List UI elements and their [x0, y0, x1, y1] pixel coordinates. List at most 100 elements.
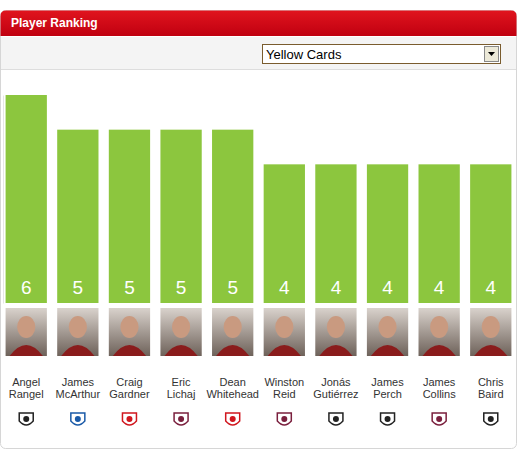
- photo-shirt: [10, 345, 43, 356]
- chart: Player RankingYellow Cards6555544444Ange…: [0, 0, 523, 450]
- category-label-line: Eric: [172, 376, 191, 388]
- category-label-line: James: [371, 376, 404, 388]
- photo-bg: [470, 308, 511, 356]
- photo-bg: [109, 308, 150, 356]
- bar: [6, 95, 47, 303]
- category-label-line: Perch: [373, 388, 402, 400]
- photo: [367, 308, 408, 356]
- category-label-line: Gardner: [109, 388, 150, 400]
- bars: [6, 95, 512, 303]
- names: AngelRangel JamesMcArthur CraigGardner Eric…: [9, 376, 504, 400]
- photo-face: [17, 316, 35, 338]
- photo-shirt: [216, 345, 249, 356]
- photo: [109, 308, 150, 356]
- badge: [432, 413, 446, 425]
- category-label: DeanWhitehead: [206, 376, 259, 400]
- badge: [484, 413, 498, 425]
- photo: [419, 308, 460, 356]
- photo-face: [327, 316, 345, 338]
- photo-bg: [212, 308, 253, 356]
- category-label-line: James: [423, 376, 456, 388]
- badge-mark: [23, 416, 29, 422]
- photo-bg: [315, 308, 356, 356]
- data-label: 4: [331, 277, 342, 298]
- data-label: 4: [434, 277, 445, 298]
- photo-shirt: [319, 345, 352, 356]
- photo-face: [172, 316, 190, 338]
- photo: [470, 308, 511, 356]
- badge-shield: [432, 413, 446, 425]
- badge-shield: [329, 413, 343, 425]
- dropdown-box[interactable]: [263, 45, 501, 64]
- badge: [381, 413, 395, 425]
- category-label-line: Craig: [116, 376, 142, 388]
- category-label-line: Whitehead: [206, 388, 259, 400]
- bar: [264, 164, 305, 303]
- dropdown[interactable]: Yellow Cards: [263, 45, 501, 64]
- category-label-line: Lichaj: [167, 388, 196, 400]
- photo-bg: [6, 308, 47, 356]
- category-label-line: Chris: [478, 376, 504, 388]
- category-label-line: Collins: [423, 388, 457, 400]
- photo-face: [120, 316, 138, 338]
- dropdown-arrow[interactable]: [488, 52, 495, 56]
- photo-bg: [160, 308, 201, 356]
- badge-shield: [19, 413, 33, 425]
- category-label-line: Angel: [12, 376, 40, 388]
- badge: [122, 413, 136, 425]
- toolbar: [1, 37, 516, 69]
- badge: [174, 413, 188, 425]
- badge-shield: [484, 413, 498, 425]
- badge-mark: [436, 416, 442, 422]
- photo-bg: [57, 308, 98, 356]
- category-label: JamesMcArthur: [56, 376, 101, 400]
- photo-face: [275, 316, 293, 338]
- badge-shield: [71, 413, 85, 425]
- badge: [277, 413, 291, 425]
- category-label-line: Dean: [220, 376, 246, 388]
- photo: [212, 308, 253, 356]
- category-label: JamesCollins: [423, 376, 457, 400]
- badge: [226, 413, 240, 425]
- data-label: 4: [382, 277, 393, 298]
- data-labels: 6555544444: [21, 277, 497, 298]
- photo-face: [482, 316, 500, 338]
- title: Player Ranking: [11, 16, 98, 30]
- photo-face: [430, 316, 448, 338]
- category-label-line: James: [62, 376, 95, 388]
- category-label: AngelRangel: [9, 376, 44, 400]
- photo: [160, 308, 201, 356]
- bar: [160, 130, 201, 303]
- badge-shield: [174, 413, 188, 425]
- photo-bg: [367, 308, 408, 356]
- category-label: CraigGardner: [109, 376, 150, 400]
- badge-mark: [75, 416, 81, 422]
- data-label: 6: [21, 277, 32, 298]
- badge-mark: [385, 416, 391, 422]
- toolbar-border: [1, 69, 516, 70]
- photo-bg: [419, 308, 460, 356]
- photo-shirt: [113, 345, 146, 356]
- panel: [1, 11, 517, 449]
- bar: [315, 164, 356, 303]
- category-label-line: Rangel: [9, 388, 44, 400]
- category-label: ChrisBaird: [478, 376, 504, 400]
- category-label-line: Gutiérrez: [313, 388, 358, 400]
- badge-shield: [226, 413, 240, 425]
- photo: [315, 308, 356, 356]
- header: [1, 11, 517, 37]
- photo-face: [378, 316, 396, 338]
- dropdown-button[interactable]: [485, 47, 499, 62]
- badge-shield: [122, 413, 136, 425]
- bar: [109, 130, 150, 303]
- y-axis: [3, 96, 4, 304]
- badge-mark: [488, 416, 494, 422]
- data-label: 4: [485, 277, 496, 298]
- photo-shirt: [164, 345, 197, 356]
- category-label: JamesPerch: [371, 376, 404, 400]
- bar: [212, 130, 253, 303]
- bar: [470, 164, 511, 303]
- photo-shirt: [268, 345, 301, 356]
- bar: [367, 164, 408, 303]
- dropdown-label[interactable]: Yellow Cards: [266, 47, 342, 62]
